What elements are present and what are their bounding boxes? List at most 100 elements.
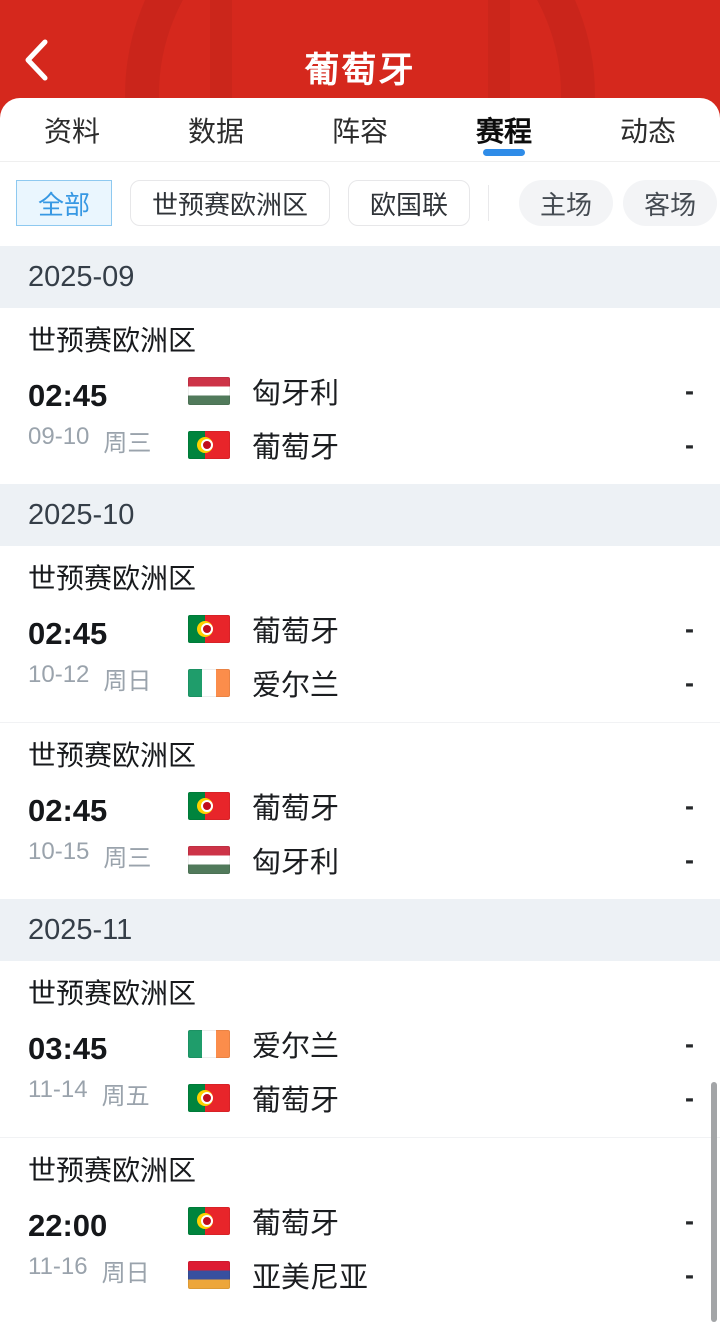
home-team-name: 葡萄牙: [252, 616, 340, 648]
month-header: 2025-10: [0, 484, 720, 546]
away-team-score: -: [685, 1082, 694, 1113]
match-time: 02:45: [28, 378, 108, 413]
home-team-score: -: [685, 613, 694, 644]
match-card[interactable]: 世预赛欧洲区 02:45 10-12 周日 葡萄牙 - 爱尔兰 -: [0, 546, 720, 722]
competition-name: 世预赛欧洲区: [28, 563, 197, 594]
match-card[interactable]: 世预赛欧洲区 22:00 11-16 周日 葡萄牙 - 亚美尼亚 -: [0, 1137, 720, 1314]
match-when: 02:45 09-10 周三: [28, 364, 188, 472]
away-team-row: 亚美尼亚 -: [188, 1248, 694, 1302]
match-date: 09-10: [28, 423, 90, 450]
away-team-score: -: [685, 844, 694, 875]
home-team-row: 葡萄牙 -: [188, 779, 694, 833]
home-team-name: 匈牙利: [252, 378, 340, 410]
back-button[interactable]: [12, 34, 60, 86]
match-row: 02:45 09-10 周三 匈牙利 - 葡萄牙 -: [0, 364, 720, 472]
month-header: 2025-09: [0, 246, 720, 308]
tab-label: 动态: [619, 115, 676, 147]
away-team-row: 葡萄牙 -: [188, 418, 694, 472]
match-date-row: 11-14 周五: [28, 1076, 188, 1111]
ireland-flag: [188, 1030, 230, 1058]
competition-name: 世预赛欧洲区: [28, 978, 197, 1009]
chevron-left-icon: [25, 39, 48, 81]
away-team-name: 葡萄牙: [252, 432, 340, 464]
hungary-flag: [188, 377, 230, 405]
match-when: 03:45 11-14 周五: [28, 1017, 188, 1125]
match-row: 02:45 10-15 周三 葡萄牙 - 匈牙利 -: [0, 779, 720, 887]
match-when: 02:45 10-12 周日: [28, 602, 188, 710]
home-team-name: 葡萄牙: [252, 1208, 340, 1240]
away-team-name: 亚美尼亚: [252, 1262, 369, 1294]
away-team-name: 葡萄牙: [252, 1085, 340, 1117]
match-date: 11-14: [28, 1076, 88, 1103]
venue-filter-group: 主场 客场: [519, 180, 718, 226]
tab-资料[interactable]: 资料: [0, 98, 144, 161]
ireland-flag: [188, 669, 230, 697]
match-weekday: 周日: [103, 668, 152, 695]
filter-chip-世预赛欧洲区[interactable]: 世预赛欧洲区: [130, 180, 331, 226]
match-card[interactable]: 世预赛欧洲区 02:45 10-15 周三 葡萄牙 - 匈牙利 -: [0, 722, 720, 899]
match-teams: 葡萄牙 - 爱尔兰 -: [188, 602, 694, 710]
month-body: 世预赛欧洲区 02:45 09-10 周三 匈牙利 - 葡萄牙 -: [0, 308, 720, 484]
away-team-row: 葡萄牙 -: [188, 1071, 694, 1125]
filter-divider: [488, 185, 490, 221]
away-team-row: 匈牙利 -: [188, 833, 694, 887]
match-weekday: 周三: [103, 845, 152, 872]
match-date-row: 09-10 周三: [28, 423, 188, 458]
match-teams: 爱尔兰 - 葡萄牙 -: [188, 1017, 694, 1125]
filter-chip-客场[interactable]: 客场: [623, 180, 718, 226]
filter-chip-欧国联[interactable]: 欧国联: [348, 180, 471, 226]
page-title: 葡萄牙: [304, 51, 416, 90]
competition-name: 世预赛欧洲区: [28, 1155, 197, 1186]
match-date: 10-12: [28, 661, 90, 688]
portugal-flag: [188, 615, 230, 643]
away-team-row: 爱尔兰 -: [188, 656, 694, 710]
month-section: 2025-09 世预赛欧洲区 02:45 09-10 周三 匈牙利 - 葡: [0, 246, 720, 484]
portugal-flag: [188, 1207, 230, 1235]
home-team-score: -: [685, 1205, 694, 1236]
content-sheet: 资料 数据 阵容 赛程 动态 全部 世预赛欧洲区 欧国联 主场 客场 2025: [0, 98, 720, 1314]
match-date: 10-15: [28, 838, 90, 865]
match-when: 22:00 11-16 周日: [28, 1194, 188, 1302]
match-teams: 匈牙利 - 葡萄牙 -: [188, 364, 694, 472]
armenia-flag: [188, 1261, 230, 1289]
filter-chip-主场[interactable]: 主场: [519, 180, 614, 226]
match-date-row: 10-12 周日: [28, 661, 188, 696]
away-team-score: -: [685, 667, 694, 698]
tab-数据[interactable]: 数据: [144, 98, 288, 161]
tab-阵容[interactable]: 阵容: [288, 98, 432, 161]
tab-动态[interactable]: 动态: [576, 98, 720, 161]
home-team-name: 爱尔兰: [252, 1031, 340, 1063]
match-time: 03:45: [28, 1031, 108, 1066]
month-header: 2025-11: [0, 899, 720, 961]
home-team-row: 葡萄牙 -: [188, 602, 694, 656]
schedule-list: 2025-09 世预赛欧洲区 02:45 09-10 周三 匈牙利 - 葡: [0, 246, 720, 1314]
match-card[interactable]: 世预赛欧洲区 02:45 09-10 周三 匈牙利 - 葡萄牙 -: [0, 308, 720, 484]
match-row: 02:45 10-12 周日 葡萄牙 - 爱尔兰 -: [0, 602, 720, 710]
match-time: 02:45: [28, 616, 108, 651]
away-team-name: 匈牙利: [252, 847, 340, 879]
active-tab-underline: [483, 149, 525, 156]
filter-chip-全部[interactable]: 全部: [16, 180, 113, 226]
month-body: 世预赛欧洲区 03:45 11-14 周五 爱尔兰 - 葡萄牙 -: [0, 961, 720, 1314]
match-row: 22:00 11-16 周日 葡萄牙 - 亚美尼亚 -: [0, 1194, 720, 1302]
match-teams: 葡萄牙 - 亚美尼亚 -: [188, 1194, 694, 1302]
portugal-flag: [188, 431, 230, 459]
hungary-flag: [188, 846, 230, 874]
match-date-row: 11-16 周日: [28, 1253, 188, 1288]
scrollbar-thumb[interactable]: [711, 1082, 717, 1322]
match-weekday: 周五: [101, 1083, 150, 1110]
competition-name: 世预赛欧洲区: [28, 740, 197, 771]
competition-filter-group: 全部 世预赛欧洲区 欧国联: [16, 180, 471, 226]
tab-赛程[interactable]: 赛程: [432, 98, 576, 161]
home-team-row: 葡萄牙 -: [188, 1194, 694, 1248]
match-card[interactable]: 世预赛欧洲区 03:45 11-14 周五 爱尔兰 - 葡萄牙 -: [0, 961, 720, 1137]
tab-label: 赛程: [475, 115, 532, 147]
month-section: 2025-10 世预赛欧洲区 02:45 10-12 周日 葡萄牙 - 爱: [0, 484, 720, 899]
match-date-row: 10-15 周三: [28, 838, 188, 873]
match-weekday: 周日: [101, 1260, 150, 1287]
match-weekday: 周三: [103, 430, 152, 457]
away-team-name: 爱尔兰: [252, 670, 340, 702]
portugal-flag: [188, 792, 230, 820]
match-date: 11-16: [28, 1253, 88, 1280]
filter-bar: 全部 世预赛欧洲区 欧国联 主场 客场 2025: [0, 162, 720, 246]
